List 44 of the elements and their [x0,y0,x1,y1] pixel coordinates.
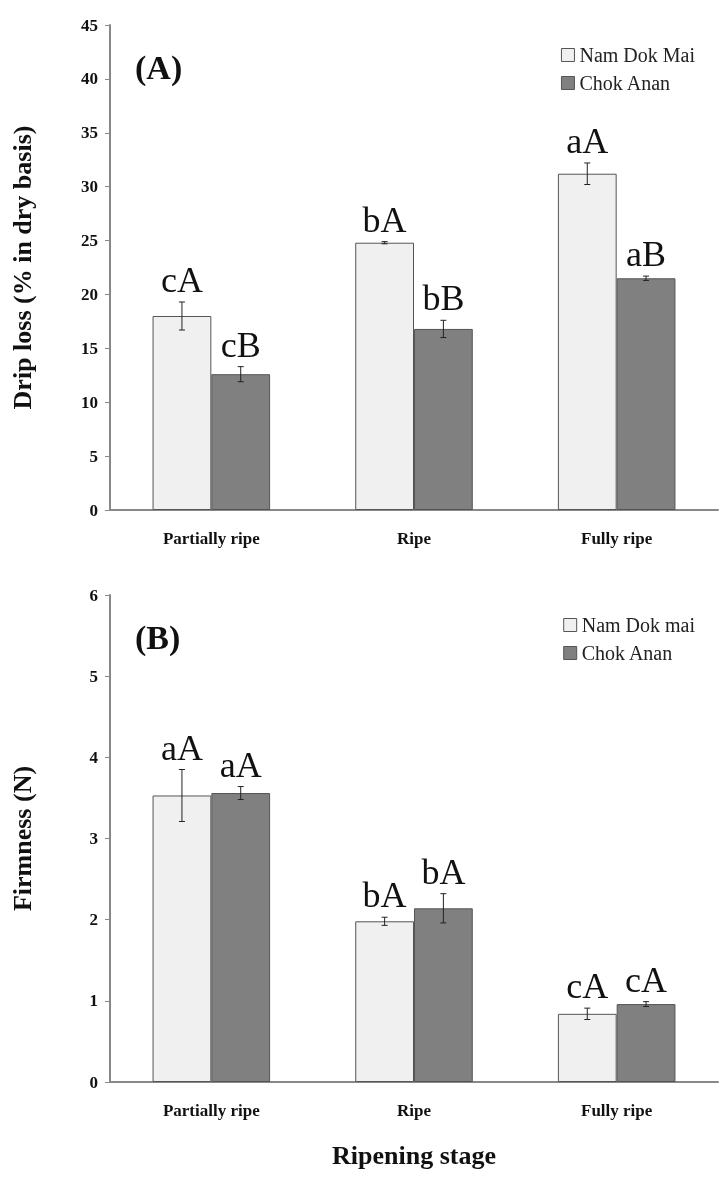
y-tick-label: 20 [81,284,98,304]
x-axis-title: Ripening stage [332,1140,496,1170]
y-tick-label: 35 [81,123,98,143]
y-tick-label: 15 [81,338,98,358]
x-tick-label: Fully ripe [581,529,653,548]
data-label: cA [566,966,609,1007]
y-tick-label: 3 [89,829,98,848]
x-tick-label: Ripe [397,1101,432,1120]
data-label: aA [566,120,609,161]
x-tick-label: Partially ripe [162,529,261,548]
y-tick-label: 4 [89,747,99,767]
text: (B) [135,618,181,657]
text: (A) [135,48,183,87]
data-label: aA [160,727,203,768]
data-label: bA [362,875,407,916]
y-tick-label: 2 [89,910,98,930]
y-tick-label: 5 [89,666,98,686]
y-tick-label: 0 [89,500,98,520]
data-label: aB [626,234,667,275]
legend-label: Chok Anan [581,642,673,664]
y-tick-label: 30 [81,177,98,197]
y-tick-label: 25 [81,231,98,251]
y-tick-label: 0 [89,1072,98,1092]
x-tick-label: Fully ripe [581,1101,653,1120]
y-axis-title: Drip loss (% in dry basis) [7,125,37,410]
y-tick-label: 40 [81,69,98,89]
x-tick-label: Partially ripe [162,1101,261,1120]
y-tick-label: 6 [89,585,98,605]
data-label: cA [160,259,203,300]
y-tick-label: 1 [89,991,98,1011]
legend-label: Chok Anan [579,72,671,94]
y-tick-label: 45 [81,15,98,35]
legend-label: Nam Dok mai [581,614,696,636]
y-axis-title: Firmness (N) [7,765,37,912]
legend-label: Nam Dok Mai [579,44,696,66]
data-label: cB [220,324,261,365]
data-label: bB [422,278,465,319]
data-label: aA [219,744,262,785]
data-label: bA [362,199,407,240]
x-tick-label: Ripe [397,529,432,548]
data-label: bA [421,851,466,892]
y-tick-label: 10 [81,392,98,412]
y-tick-label: 5 [89,446,98,466]
data-label: cA [625,959,668,1000]
